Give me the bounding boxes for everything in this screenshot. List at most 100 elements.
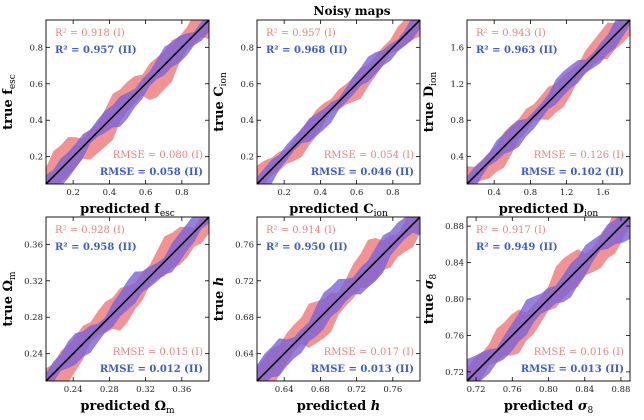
one-to-one-line: [467, 20, 630, 184]
one-to-one-line: [257, 20, 420, 184]
x-axis-label: predicted σ8: [504, 399, 594, 416]
y-tick-label: 0.4: [29, 116, 43, 126]
y-tick-label: 0.76: [235, 240, 254, 250]
y-axis-label-subscript: esc: [8, 74, 18, 89]
y-tick-label: 0.6: [240, 80, 254, 90]
y-axis-label: true fesc: [1, 74, 18, 130]
y-tick-label: 0.80: [445, 295, 464, 305]
y-axis-label-text: true: [212, 286, 227, 321]
rmse-model-I: RMSE = 0.017 (I): [324, 347, 414, 358]
y-tick-label: 0.64: [235, 350, 254, 360]
y-axis-label: true σ8: [422, 274, 439, 325]
panel-fesc: 0.2 0.4 0.6 0.8 0.2 0.4 0.6 0.8 R² = 0.918 (I) R²…: [1, 19, 210, 219]
x-tick-label: 0.4: [314, 188, 328, 198]
plot-area: [257, 20, 420, 184]
x-tick-label: 0.76: [383, 385, 402, 395]
r2-model-II: R² = 0.958 (II): [55, 242, 137, 253]
y-tick-label: 0.4: [450, 153, 464, 163]
rmse-model-I: RMSE = 0.054 (I): [324, 150, 414, 161]
x-tick-label: 1.6: [596, 188, 610, 198]
r2-model-II: R² = 0.950 (II): [266, 242, 348, 253]
y-axis-label-subscript: m: [8, 271, 18, 280]
r2-model-I: R² = 0.957 (I): [266, 28, 336, 39]
panel-cion: 0.2 0.4 0.6 0.8 0.2 0.4 0.6 0.8 R² = 0.957 (I) R²…: [212, 19, 421, 219]
x-axis-label-text: predicted D: [499, 202, 584, 217]
r2-model-II: R² = 0.963 (II): [476, 45, 558, 56]
y-tick-label: 0.6: [29, 80, 43, 90]
rmse-model-I: RMSE = 0.080 (I): [113, 150, 203, 161]
x-axis-label-symbol: h: [371, 399, 380, 414]
rmse-model-II: RMSE = 0.013 (II): [521, 364, 624, 375]
y-axis-label-subscript: ion: [429, 72, 439, 86]
figure-title: Noisy maps: [313, 4, 390, 18]
x-axis-label-symbol: σ: [578, 399, 588, 414]
y-tick-label: 1.6: [450, 43, 464, 53]
rmse-model-I: RMSE = 0.015 (I): [113, 347, 203, 358]
axes-frame: [45, 216, 210, 382]
x-tick-label: 0.32: [136, 385, 155, 395]
x-tick-label: 0.88: [611, 385, 630, 395]
x-tick-label: 0.6: [139, 188, 153, 198]
panels: 0.2 0.4 0.6 0.8 0.2 0.4 0.6 0.8 R² = 0.918 (I) R²…: [1, 19, 631, 416]
y-axis-label-text: true C: [212, 86, 227, 131]
y-tick-label: 0.68: [235, 313, 254, 323]
one-to-one-line: [467, 217, 630, 381]
y-axis-label: true Dion: [422, 72, 439, 133]
x-tick-label: 0.36: [172, 385, 191, 395]
y-tick-label: 0.32: [24, 277, 43, 287]
y-axis-label-text: true: [422, 289, 437, 324]
y-tick-label: 0.8: [240, 43, 254, 53]
plot-area: [46, 20, 209, 184]
y-tick-label: 0.88: [445, 222, 464, 232]
panel-dion: 0.4 0.8 1.2 1.6 0.4 0.8 1.2 1.6 R² = 0.943 (I) R²…: [422, 19, 631, 219]
y-tick-label: 0.28: [24, 313, 43, 323]
rmse-model-I: RMSE = 0.126 (I): [534, 150, 624, 161]
axes-frame: [45, 19, 210, 185]
x-axis-label: predicted h: [297, 399, 381, 414]
x-axis-label: predicted fesc: [80, 202, 175, 219]
y-tick-label: 0.84: [445, 259, 464, 269]
one-to-one-line: [46, 20, 209, 184]
y-axis-label: true h: [212, 277, 227, 322]
r2-model-II: R² = 0.949 (II): [476, 242, 558, 253]
x-tick-label: 0.64: [275, 385, 294, 395]
axes-frame: [256, 216, 421, 382]
y-axis-label-subscript: ion: [219, 72, 229, 86]
x-tick-label: 0.80: [539, 385, 558, 395]
x-tick-label: 0.8: [386, 188, 400, 198]
y-tick-label: 0.24: [24, 350, 43, 360]
x-tick-label: 1.2: [560, 188, 574, 198]
plot-area: [467, 217, 630, 381]
y-tick-label: 0.72: [445, 368, 464, 378]
x-tick-label: 0.68: [311, 385, 330, 395]
x-axis-label: predicted Ωm: [80, 399, 175, 416]
r2-model-I: R² = 0.928 (I): [55, 225, 125, 236]
y-axis-label-text: true D: [422, 86, 437, 132]
y-tick-label: 0.2: [240, 153, 254, 163]
rmse-model-II: RMSE = 0.046 (II): [311, 167, 414, 178]
y-tick-label: 0.76: [445, 331, 464, 341]
y-axis-label: true Ωm: [1, 271, 18, 327]
x-axis-label-text: predicted f: [80, 202, 161, 217]
x-tick-label: 0.6: [350, 188, 364, 198]
y-tick-label: 0.72: [235, 277, 254, 287]
panel-omegam: 0.24 0.28 0.32 0.36 0.24 0.28 0.32 0.36 R² = 0.9…: [1, 216, 210, 416]
y-tick-label: 0.36: [24, 240, 43, 250]
r2-model-I: R² = 0.917 (I): [476, 225, 546, 236]
r2-model-I: R² = 0.943 (I): [476, 28, 546, 39]
x-axis-label-subscript: ion: [374, 209, 388, 219]
r2-model-I: R² = 0.914 (I): [266, 225, 336, 236]
x-axis-label-subscript: 8: [587, 406, 593, 416]
x-axis-label-subscript: m: [166, 406, 175, 416]
panel-h: 0.64 0.68 0.72 0.76 0.64 0.68 0.72 0.76 R² = 0.9…: [212, 216, 421, 414]
x-tick-label: 0.24: [64, 385, 83, 395]
y-tick-label: 0.2: [29, 153, 43, 163]
x-tick-label: 0.4: [487, 188, 501, 198]
rmse-model-II: RMSE = 0.013 (II): [311, 364, 414, 375]
axes-frame: [466, 19, 631, 185]
y-tick-label: 0.4: [240, 116, 254, 126]
x-tick-label: 0.2: [66, 188, 80, 198]
x-axis-label-text: predicted: [297, 399, 371, 414]
rmse-model-II: RMSE = 0.102 (II): [521, 167, 624, 178]
